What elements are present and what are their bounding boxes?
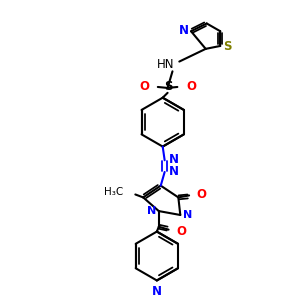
Text: N: N <box>179 24 189 37</box>
Text: O: O <box>196 188 206 201</box>
Text: S: S <box>223 40 232 53</box>
Text: N: N <box>169 153 178 166</box>
Text: O: O <box>186 80 196 94</box>
Text: N: N <box>183 210 193 220</box>
Text: O: O <box>139 80 149 94</box>
Text: H₃C: H₃C <box>104 187 124 196</box>
Text: N: N <box>152 285 162 298</box>
Text: O: O <box>176 225 186 238</box>
Text: N: N <box>147 206 156 216</box>
Text: N: N <box>169 164 178 178</box>
Text: HN: HN <box>157 58 174 71</box>
Text: S: S <box>164 80 173 94</box>
